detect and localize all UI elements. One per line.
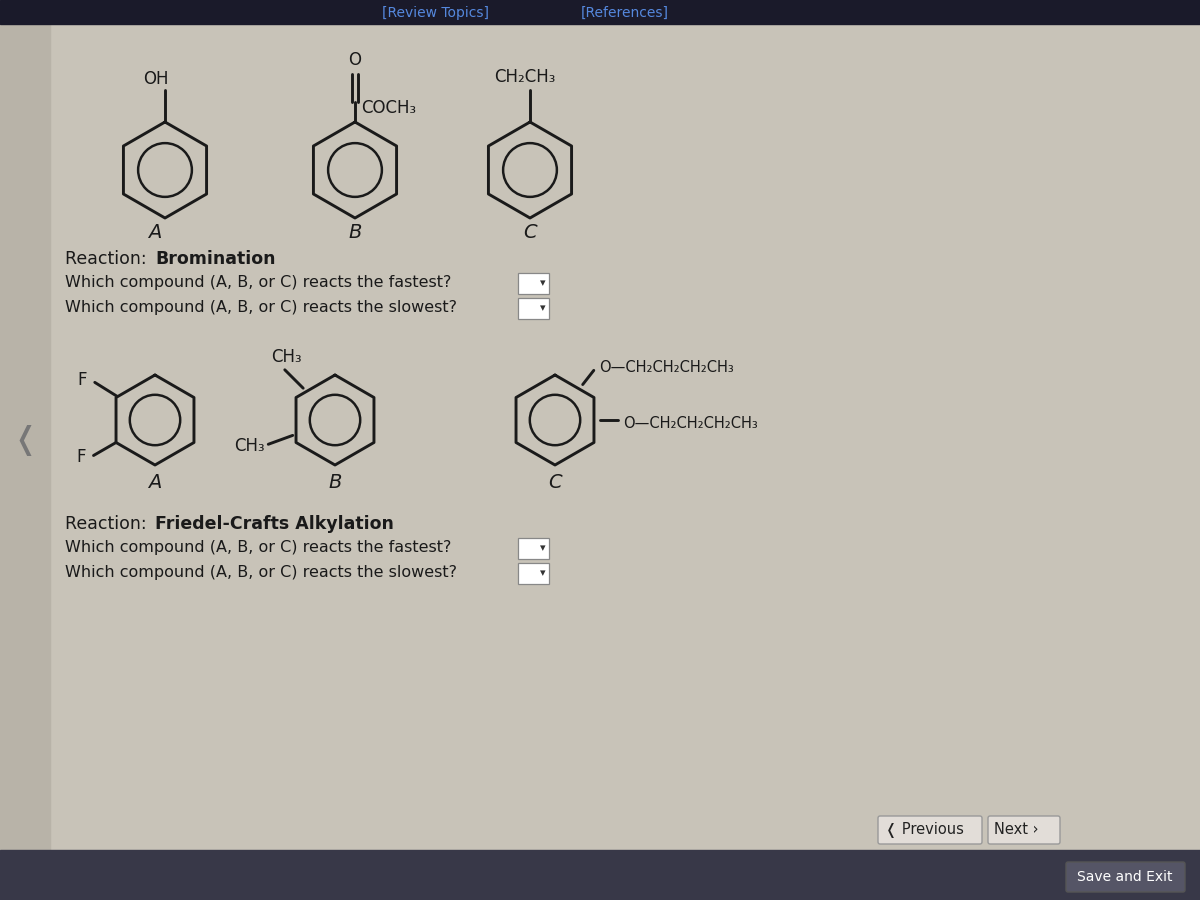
Text: ▾: ▾	[540, 278, 546, 288]
Text: COCH₃: COCH₃	[361, 99, 416, 117]
Text: Save and Exit: Save and Exit	[1078, 870, 1172, 884]
Text: ❬ Previous: ❬ Previous	[886, 822, 964, 838]
Text: CH₃: CH₃	[271, 347, 302, 365]
Text: B: B	[348, 223, 361, 242]
Text: CH₃: CH₃	[234, 437, 264, 455]
FancyBboxPatch shape	[517, 273, 548, 293]
FancyBboxPatch shape	[1066, 862, 1186, 892]
Text: ▾: ▾	[540, 568, 546, 578]
FancyBboxPatch shape	[988, 816, 1060, 844]
Text: [References]: [References]	[581, 6, 670, 20]
Bar	[0, 0, 1200, 24]
Text: Which compound (A, B, or C) reacts the fastest?: Which compound (A, B, or C) reacts the f…	[65, 540, 451, 555]
Text: A: A	[149, 223, 162, 242]
FancyBboxPatch shape	[517, 562, 548, 583]
Text: Which compound (A, B, or C) reacts the slowest?: Which compound (A, B, or C) reacts the s…	[65, 565, 457, 580]
Text: F: F	[77, 372, 86, 390]
Bar	[0, 850, 1200, 900]
Bar	[0, 24, 50, 850]
Text: OH: OH	[143, 70, 168, 88]
Text: Reaction:: Reaction:	[65, 515, 152, 533]
Text: ▾: ▾	[540, 303, 546, 313]
Text: F: F	[76, 448, 85, 466]
Text: O: O	[348, 51, 361, 69]
FancyBboxPatch shape	[517, 298, 548, 319]
Text: Friedel-Crafts Alkylation: Friedel-Crafts Alkylation	[155, 515, 394, 533]
Text: Next ›: Next ›	[994, 823, 1038, 838]
Text: [Review Topics]: [Review Topics]	[382, 6, 488, 20]
Text: Bromination: Bromination	[155, 250, 276, 268]
Text: A: A	[149, 473, 162, 492]
Text: Reaction:: Reaction:	[65, 250, 152, 268]
FancyBboxPatch shape	[517, 537, 548, 559]
Text: Which compound (A, B, or C) reacts the fastest?: Which compound (A, B, or C) reacts the f…	[65, 275, 451, 290]
Text: CH₂CH₃: CH₂CH₃	[494, 68, 556, 86]
Text: O—CH₂CH₂CH₂CH₃: O—CH₂CH₂CH₂CH₃	[623, 416, 757, 430]
Text: ❬: ❬	[12, 425, 37, 455]
Text: C: C	[523, 223, 536, 242]
Text: ▾: ▾	[540, 543, 546, 553]
Text: Which compound (A, B, or C) reacts the slowest?: Which compound (A, B, or C) reacts the s…	[65, 300, 457, 315]
Text: B: B	[329, 473, 342, 492]
FancyBboxPatch shape	[878, 816, 982, 844]
Text: O—CH₂CH₂CH₂CH₃: O—CH₂CH₂CH₂CH₃	[599, 360, 733, 375]
Text: C: C	[548, 473, 562, 492]
